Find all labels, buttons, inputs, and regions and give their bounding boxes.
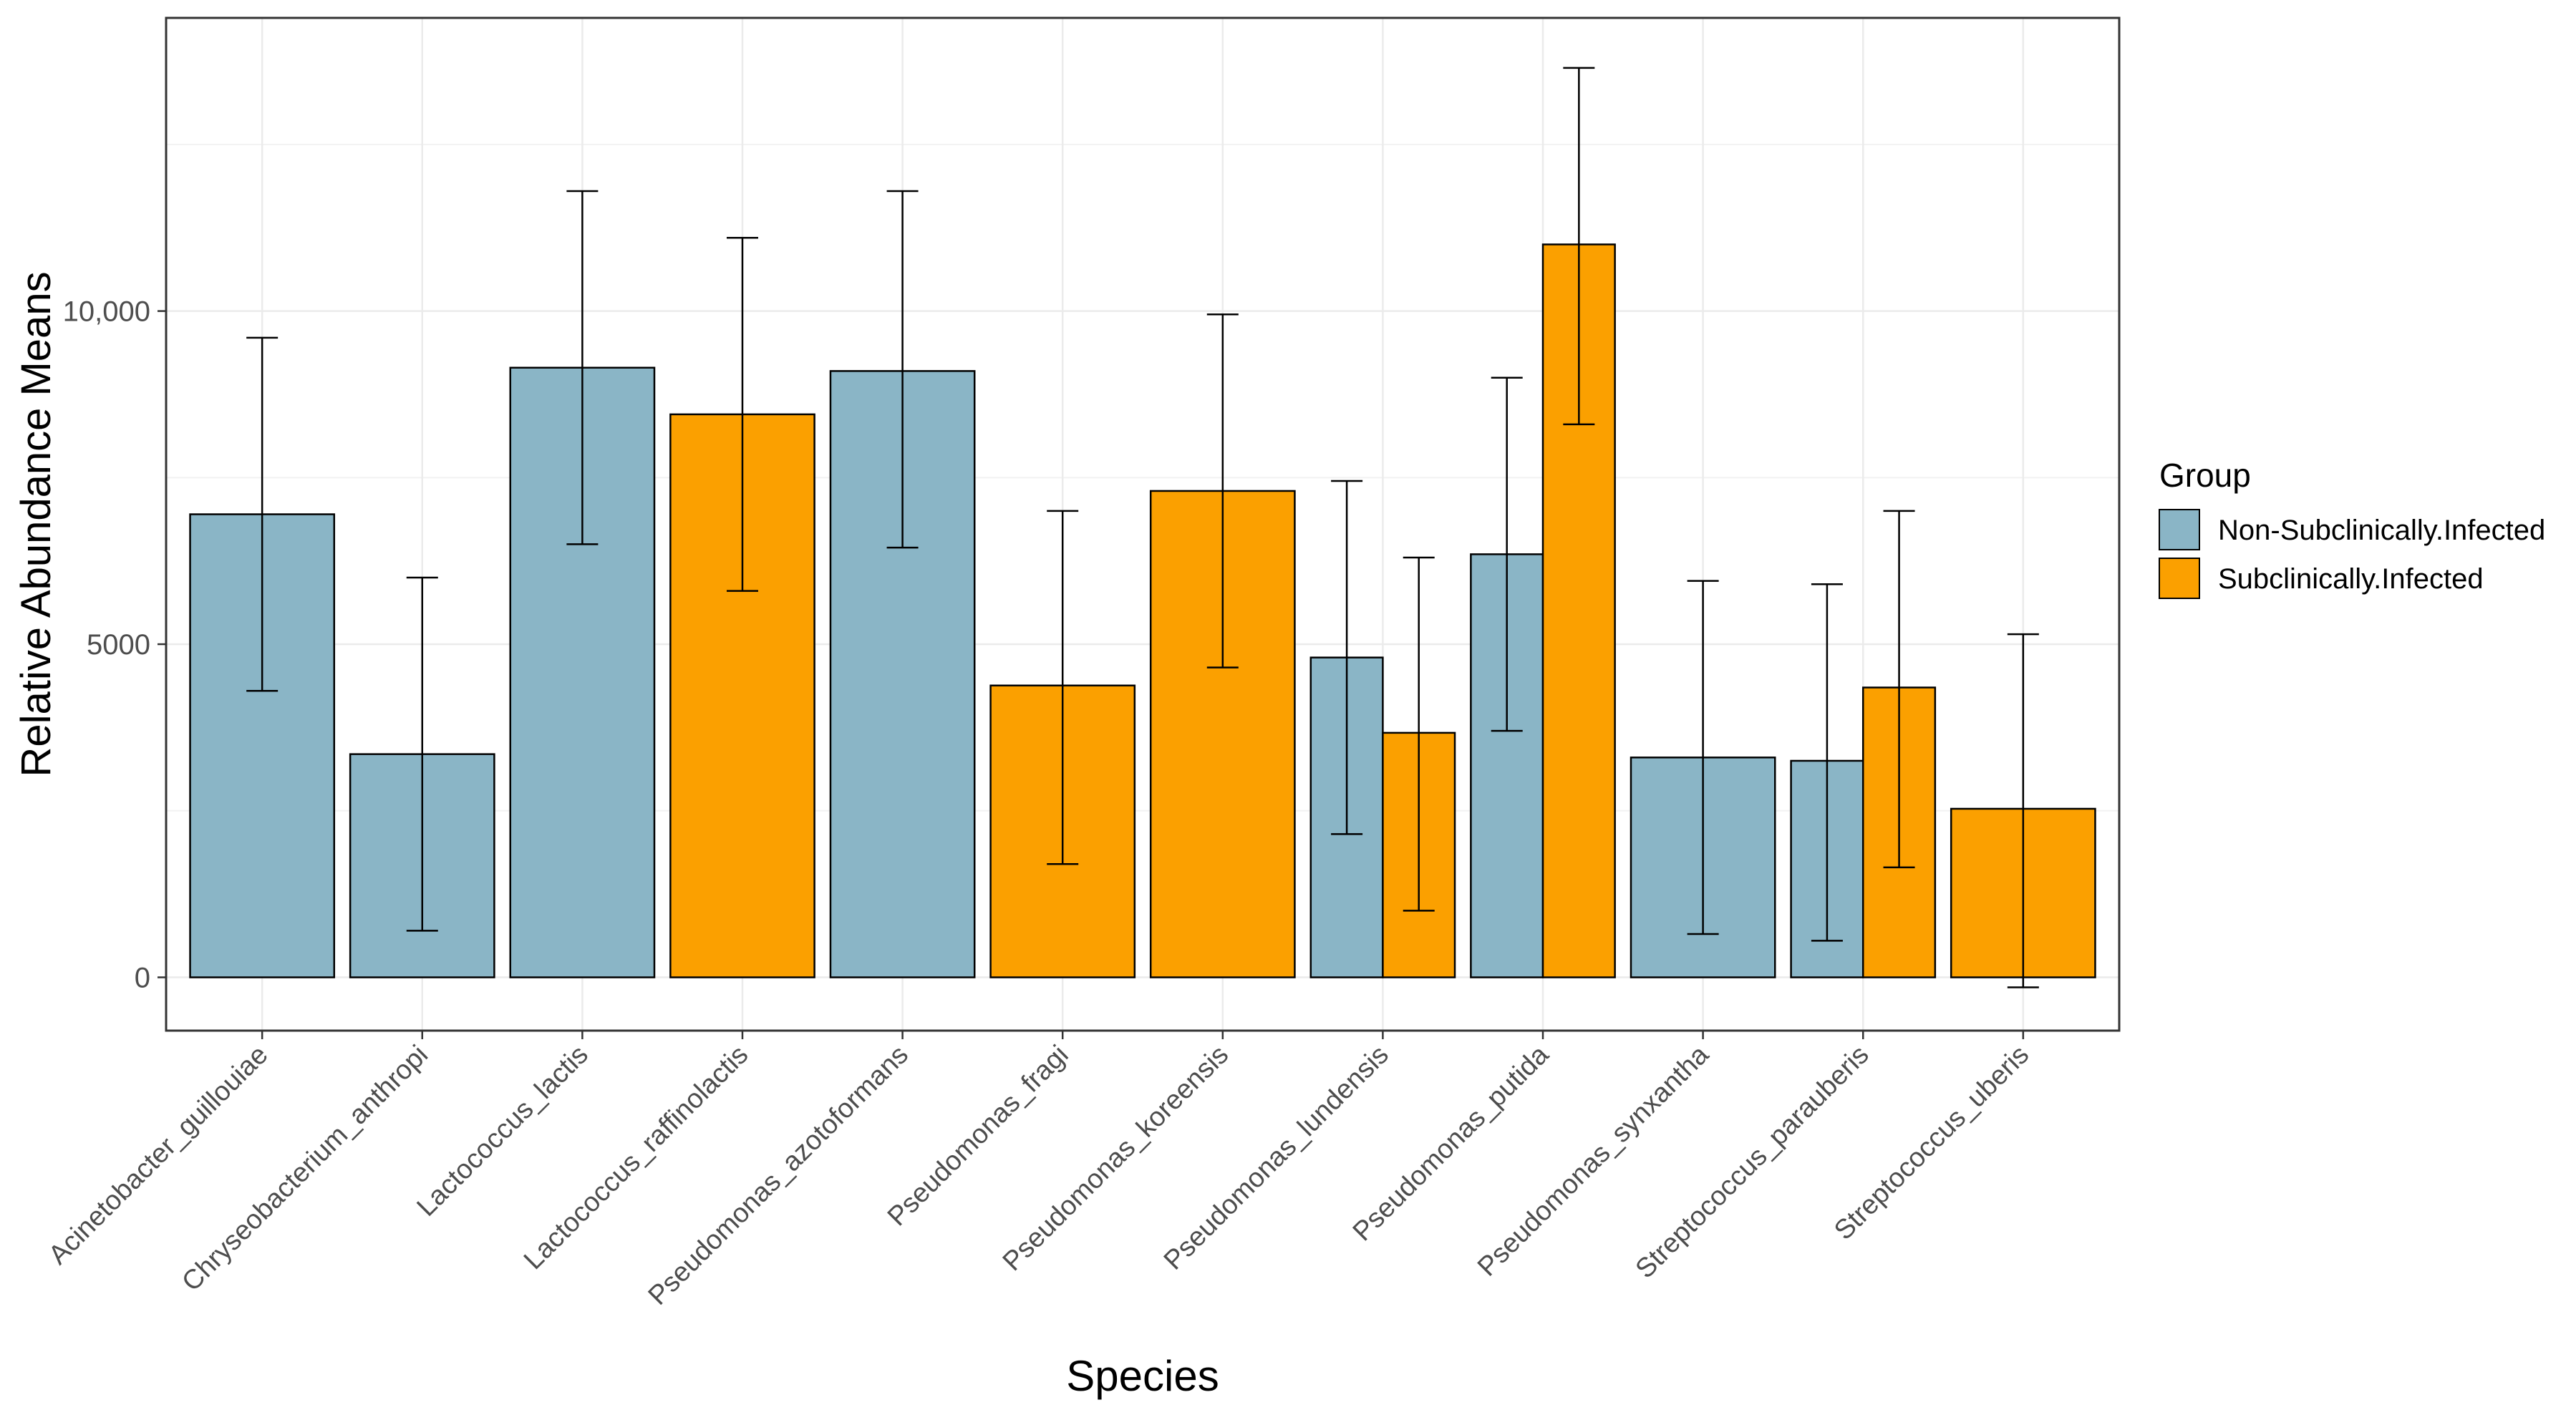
legend-key-non-subclinically-infected [2159,509,2200,550]
y-tick-label: 5000 [87,629,150,661]
panel-border [165,16,2121,1032]
y-axis-ticks: 0 5000 10,000 [63,296,166,994]
x-axis-title: Species [1066,1352,1219,1400]
y-tick-label: 10,000 [63,296,150,328]
error-bar-pseudomonas-putida-subclinically-infected [1563,67,1595,426]
error-bar-pseudomonas-putida-non-subclinically-infected [1491,376,1523,732]
bar-acinetobacter-guillouiae-non-subclinically-infected [189,513,336,978]
error-bars [246,67,2039,988]
error-bar-pseudomonas-synxantha-non-subclinically-infected [1687,580,1719,935]
error-bar-pseudomonas-azotoformans-non-subclinically-infected [886,190,919,549]
error-bar-acinetobacter-guillouiae-non-subclinically-infected [246,336,279,692]
y-axis-title: Relative Abundance Means [13,271,59,777]
legend-title: Group [2159,457,2251,494]
error-bar-chryseobacterium-anthropi-non-subclinically-infected [406,576,438,932]
error-bar-streptococcus-parauberis-subclinically-infected [1883,510,1915,869]
error-bar-pseudomonas-fragi-subclinically-infected [1047,510,1079,865]
legend-label-non-subclinically-infected: Non-Subclinically.Infected [2218,515,2545,546]
legend: Group Non-Subclinically.Infected Subclin… [2159,457,2545,599]
y-tick-label: 0 [135,963,150,994]
error-bar-lactococcus-lactis-non-subclinically-infected [566,190,599,545]
error-bar-streptococcus-parauberis-non-subclinically-infected [1811,583,1843,942]
error-bar-lactococcus-raffinolactis-subclinically-infected [726,236,758,592]
legend-label-subclinically-infected: Subclinically.Infected [2218,563,2484,595]
legend-key-subclinically-infected [2159,558,2200,599]
error-bar-pseudomonas-koreensis-subclinically-infected [1206,313,1239,668]
error-bar-pseudomonas-lundensis-subclinically-infected [1403,556,1435,912]
error-bar-pseudomonas-lundensis-non-subclinically-infected [1331,480,1363,835]
error-bar-streptococcus-uberis-subclinically-infected [2007,633,2039,988]
